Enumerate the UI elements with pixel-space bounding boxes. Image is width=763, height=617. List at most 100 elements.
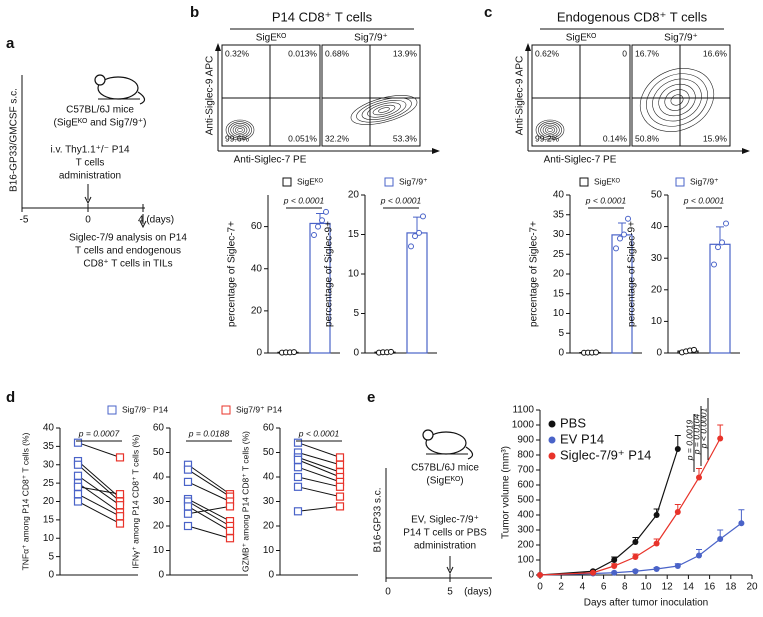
data-point [674, 446, 681, 452]
y-tick-label: 900 [517, 435, 534, 446]
contour [361, 99, 407, 121]
contour [547, 128, 553, 132]
flow-x-label: Anti-Siglec-7 PE [234, 155, 307, 166]
data-point [335, 453, 345, 462]
y-tick-label: 0 [48, 570, 54, 581]
data-point [715, 244, 721, 251]
timeline-label: 0 [385, 587, 391, 598]
pair-line [187, 501, 231, 527]
data-point [323, 208, 329, 215]
data-point [335, 492, 345, 501]
pair-line [77, 460, 121, 499]
quadrant-value: 0.14% [603, 133, 628, 143]
contour [232, 124, 248, 136]
data-point [674, 563, 681, 569]
contour [228, 121, 252, 139]
pair-line [187, 525, 231, 539]
legend-marker [548, 436, 556, 444]
treatment-label: administration [414, 541, 476, 552]
y-tick-label: 35 [553, 209, 565, 220]
data-point [632, 554, 639, 560]
legend-swatch [384, 177, 394, 187]
x-tick-label: 2 [558, 582, 564, 593]
contour [540, 123, 560, 137]
x-tick-label: 12 [662, 582, 674, 593]
contour [378, 107, 390, 113]
p-value: p < 0.0001 [283, 195, 325, 205]
x-tick-label: 14 [683, 582, 695, 593]
p-value: p < 0.0001 [683, 195, 725, 205]
pair-line [187, 481, 231, 502]
p-value: p < 0.0001 [380, 195, 422, 205]
contour [237, 128, 243, 132]
y-tick-label: 30 [263, 496, 275, 507]
pair-line [187, 464, 231, 495]
p-value: p < 0.0001 [585, 195, 627, 205]
legend-label: PBS [560, 415, 586, 430]
data-point [183, 521, 193, 531]
y-tick-label: 20 [553, 269, 565, 280]
contour [235, 126, 245, 134]
contour [658, 83, 696, 117]
y-tick-label: 30 [553, 229, 565, 240]
y-tick-label: 15 [348, 229, 360, 240]
pair-line [297, 452, 341, 466]
data-point [73, 490, 83, 499]
y-tick-label: 20 [651, 284, 663, 295]
mouse-label: C57BL/6J mice [411, 463, 479, 474]
data-point [537, 572, 543, 578]
data-point [225, 502, 235, 511]
injection-label: B16-GP33/GMCSF s.c. [9, 88, 20, 192]
y-tick-label: 5 [48, 551, 54, 562]
y-tick-label: 40 [553, 190, 565, 201]
x-tick-label: 4 [580, 582, 586, 593]
pair-line [77, 501, 121, 524]
pair-line [297, 456, 341, 473]
p-value: p = 0.0104 [691, 414, 701, 456]
y-tick-label: 40 [251, 263, 263, 274]
panel-label: a [6, 35, 15, 52]
p-value: p < 0.0001 [698, 408, 708, 450]
y-tick-label: 15 [553, 288, 565, 299]
contour [538, 121, 562, 139]
series-line [539, 522, 742, 576]
y-tick-label: 400 [517, 510, 534, 521]
y-tick-label: 10 [348, 269, 360, 280]
pair-line [77, 486, 121, 495]
flow-plot-label: Sig7/9⁺ [664, 33, 698, 44]
data-point [315, 223, 321, 230]
legend-marker [548, 452, 556, 460]
y-tick-label: 50 [263, 447, 275, 458]
y-tick-label: 30 [153, 496, 165, 507]
quadrant-value: 32.2% [325, 133, 350, 143]
analysis-label: Siglec-7/9 analysis on P14 [69, 233, 187, 244]
y-tick-label: 20 [348, 190, 360, 201]
data-point [717, 435, 724, 442]
p-value: p = 0.0188 [188, 428, 230, 438]
y-tick-label: 40 [43, 423, 55, 434]
contour [225, 119, 255, 141]
contour [372, 104, 396, 116]
mouse-label: C57BL/6J mice [66, 105, 134, 116]
data-point [611, 563, 618, 569]
legend-label: Sig7/9⁺ [690, 176, 719, 186]
y-tick-label: 60 [251, 221, 263, 232]
x-tick-label: 10 [640, 582, 652, 593]
data-point [291, 349, 297, 356]
legend-label: SigEᴷᴼ [594, 176, 621, 186]
data-point [293, 455, 303, 464]
y-tick-label: 10 [553, 308, 565, 319]
pair-line [187, 505, 231, 515]
analysis-label: T cells and endogenous [75, 246, 181, 257]
legend-swatch [282, 177, 292, 187]
y-tick-label: 0 [528, 570, 534, 581]
y-tick-label: 700 [517, 465, 534, 476]
data-point [388, 348, 394, 355]
quadrant-value: 13.9% [393, 48, 418, 58]
panel-label: d [6, 389, 15, 406]
timeline-label: 4 (days) [138, 215, 174, 226]
data-point [225, 526, 235, 536]
pair-line [297, 466, 341, 483]
pair-line [297, 476, 341, 488]
